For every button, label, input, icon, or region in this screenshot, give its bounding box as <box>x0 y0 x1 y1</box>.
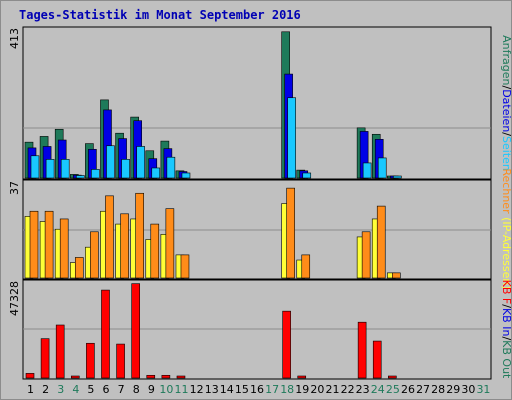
legend-entry: KB F <box>500 280 512 305</box>
x-tick-label-5: 5 <box>87 383 94 396</box>
bar-visits-rechner-9 <box>150 223 160 279</box>
bar-visits-rechner-23 <box>361 231 371 279</box>
x-tick-label-16: 16 <box>250 383 264 396</box>
bar-hits-seiten-3 <box>60 159 70 179</box>
bar-hits-seiten-4 <box>75 175 85 179</box>
bar-hits-seiten-25 <box>393 175 402 179</box>
legend-entry: / <box>500 132 512 136</box>
legend-entry: / <box>500 304 512 308</box>
legend-entry: Dateien <box>500 89 512 132</box>
bar-hits-seiten-11 <box>181 172 191 179</box>
legend-entry: (IP-Adressen) <box>500 214 512 290</box>
x-tick-label-6: 6 <box>103 383 110 396</box>
bar-visits-rechner-6 <box>105 195 114 279</box>
x-tick-label-8: 8 <box>133 383 140 396</box>
bar-traffic-kb f-18 <box>282 310 291 379</box>
y-axis-max-label: 37 <box>8 181 21 195</box>
bar-traffic-kb f-3 <box>55 324 65 379</box>
x-tick-label-1: 1 <box>27 383 34 396</box>
bar-hits-seiten-6 <box>106 145 115 179</box>
x-tick-label-30: 30 <box>461 383 475 396</box>
x-tick-label-29: 29 <box>446 383 460 396</box>
x-tick-label-17: 17 <box>265 383 279 396</box>
bar-visits-rechner-7 <box>120 213 129 279</box>
x-tick-label-15: 15 <box>235 383 249 396</box>
bar-traffic-kb f-7 <box>116 343 125 379</box>
bar-traffic-kb f-10 <box>161 374 171 379</box>
legend-hits: Anfragen/Dateien/Seiten <box>500 35 512 171</box>
bar-hits-seiten-23 <box>362 162 372 179</box>
bar-traffic-kb f-25 <box>388 375 397 379</box>
chart-title: Tages-Statistik im Monat September 2016 <box>19 8 301 22</box>
x-tick-label-26: 26 <box>401 383 415 396</box>
bar-visits-rechner-11 <box>180 254 190 279</box>
bar-traffic-kb f-11 <box>176 375 186 379</box>
x-tick-label-19: 19 <box>295 383 309 396</box>
x-tick-label-2: 2 <box>42 383 49 396</box>
x-tick-label-21: 21 <box>325 383 339 396</box>
bar-traffic-kb f-5 <box>86 342 95 379</box>
x-tick-label-23: 23 <box>356 383 370 396</box>
legend-entry: KB In <box>500 308 512 337</box>
bar-traffic-kb f-23 <box>357 321 367 379</box>
legend-entry: Seiten <box>500 136 512 171</box>
bar-visits-rechner-4 <box>74 257 84 279</box>
bar-hits-seiten-9 <box>151 167 161 179</box>
bar-visits-rechner-10 <box>165 208 175 279</box>
bar-traffic-kb f-6 <box>101 289 110 379</box>
legend-entry: / <box>500 85 512 89</box>
x-tick-label-9: 9 <box>148 383 155 396</box>
bar-visits-rechner-25 <box>392 272 401 279</box>
bar-hits-seiten-7 <box>121 159 130 179</box>
bar-visits-rechner-5 <box>90 231 99 279</box>
legend-entry: KB Out <box>500 340 512 379</box>
x-tick-label-18: 18 <box>280 383 294 396</box>
bar-visits-rechner-1 <box>29 210 39 279</box>
x-tick-label-24: 24 <box>371 383 385 396</box>
bar-hits-seiten-2 <box>45 159 55 179</box>
x-tick-label-14: 14 <box>220 383 234 396</box>
bar-visits-rechner-8 <box>135 192 144 279</box>
bar-traffic-kb f-1 <box>25 373 35 379</box>
bar-visits-rechner-19 <box>301 254 311 279</box>
x-tick-label-25: 25 <box>386 383 400 396</box>
bar-traffic-kb f-4 <box>70 375 80 379</box>
bar-visits-rechner-2 <box>44 210 54 279</box>
legend-visits: Rechner (IP-Adressen) <box>500 168 512 289</box>
bar-visits-rechner-18 <box>286 187 295 279</box>
legend-traffic: KB F/KB In/KB Out <box>500 280 512 379</box>
bar-hits-seiten-8 <box>136 146 145 179</box>
legend-entry: Rechner <box>500 168 512 214</box>
bar-hits-seiten-19 <box>302 172 312 179</box>
x-tick-label-7: 7 <box>118 383 125 396</box>
bar-traffic-kb f-9 <box>146 374 156 379</box>
y-axis-max-label: 413 <box>8 28 21 49</box>
x-tick-label-13: 13 <box>205 383 219 396</box>
bar-traffic-kb f-2 <box>40 338 50 379</box>
x-tick-label-4: 4 <box>72 383 79 396</box>
x-tick-label-31: 31 <box>476 383 490 396</box>
bar-hits-seiten-24 <box>377 157 387 179</box>
bar-hits-seiten-18 <box>287 97 296 179</box>
bar-hits-seiten-1 <box>30 155 40 179</box>
y-axis-max-label: 47328 <box>8 281 21 316</box>
x-tick-label-27: 27 <box>416 383 430 396</box>
legend-entry: Anfragen <box>500 35 512 85</box>
x-tick-label-22: 22 <box>341 383 355 396</box>
bar-visits-rechner-24 <box>376 205 386 279</box>
x-tick-label-11: 11 <box>175 383 189 396</box>
bar-hits-seiten-10 <box>166 156 176 179</box>
x-tick-label-28: 28 <box>431 383 445 396</box>
legend-entry: / <box>500 336 512 340</box>
bar-visits-rechner-3 <box>59 218 69 279</box>
x-tick-label-12: 12 <box>190 383 204 396</box>
bar-hits-seiten-5 <box>91 169 100 179</box>
bar-traffic-kb f-19 <box>297 375 307 379</box>
x-tick-label-3: 3 <box>57 383 64 396</box>
bar-traffic-kb f-8 <box>131 283 140 379</box>
x-tick-label-10: 10 <box>159 383 173 396</box>
bar-traffic-kb f-24 <box>372 340 382 379</box>
x-tick-label-20: 20 <box>310 383 324 396</box>
